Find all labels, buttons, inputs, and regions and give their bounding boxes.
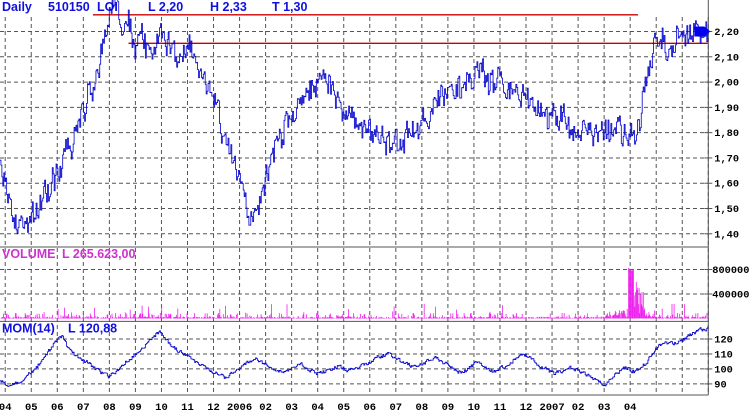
svg-text:1,90: 1,90 <box>714 103 739 115</box>
svg-text:11: 11 <box>494 402 507 413</box>
svg-text:100: 100 <box>714 364 733 376</box>
svg-text:02: 02 <box>259 402 272 413</box>
svg-text:400000: 400000 <box>712 290 749 302</box>
svg-text:H 2,33: H 2,33 <box>210 0 247 14</box>
svg-text:06: 06 <box>51 402 64 413</box>
svg-text:MOM(14): MOM(14) <box>2 321 55 335</box>
svg-text:08: 08 <box>416 402 429 413</box>
svg-text:05: 05 <box>337 402 350 413</box>
svg-text:07: 07 <box>77 402 90 413</box>
svg-text:2,20: 2,20 <box>714 27 739 39</box>
svg-text:11: 11 <box>181 402 194 413</box>
svg-text:110: 110 <box>714 349 733 361</box>
svg-text:08: 08 <box>103 402 116 413</box>
svg-text:09: 09 <box>442 402 455 413</box>
svg-text:2,00: 2,00 <box>714 78 739 90</box>
svg-text:510150: 510150 <box>48 0 90 14</box>
svg-text:2006: 2006 <box>227 402 252 413</box>
svg-text:12: 12 <box>207 402 220 413</box>
svg-text:90: 90 <box>714 379 726 391</box>
svg-text:2,10: 2,10 <box>714 52 739 64</box>
svg-text:10: 10 <box>155 402 168 413</box>
svg-text:L 265.623,00: L 265.623,00 <box>62 247 135 261</box>
svg-text:04: 04 <box>311 402 324 413</box>
svg-text:1,80: 1,80 <box>714 128 739 140</box>
svg-text:04: 04 <box>0 402 12 413</box>
svg-text:09: 09 <box>129 402 142 413</box>
svg-text:T 1,30: T 1,30 <box>272 0 307 14</box>
svg-text:03: 03 <box>285 402 298 413</box>
svg-text:10: 10 <box>468 402 481 413</box>
svg-text:2007: 2007 <box>539 402 564 413</box>
svg-text:03: 03 <box>598 402 611 413</box>
svg-text:120: 120 <box>714 335 733 347</box>
svg-text:L 2,20: L 2,20 <box>148 0 183 14</box>
svg-text:1,50: 1,50 <box>714 204 739 216</box>
svg-text:07: 07 <box>390 402 403 413</box>
svg-text:Daily: Daily <box>2 0 32 14</box>
svg-text:02: 02 <box>572 402 585 413</box>
svg-text:06: 06 <box>363 402 376 413</box>
svg-text:05: 05 <box>25 402 38 413</box>
svg-text:12: 12 <box>520 402 533 413</box>
svg-text:VOLUME: VOLUME <box>2 247 55 261</box>
svg-text:800000: 800000 <box>712 265 749 277</box>
svg-text:L 120,88: L 120,88 <box>68 321 117 335</box>
svg-text:1,70: 1,70 <box>714 153 739 165</box>
svg-text:1,40: 1,40 <box>714 229 739 241</box>
svg-text:04: 04 <box>624 402 637 413</box>
svg-text:1,60: 1,60 <box>714 179 739 191</box>
